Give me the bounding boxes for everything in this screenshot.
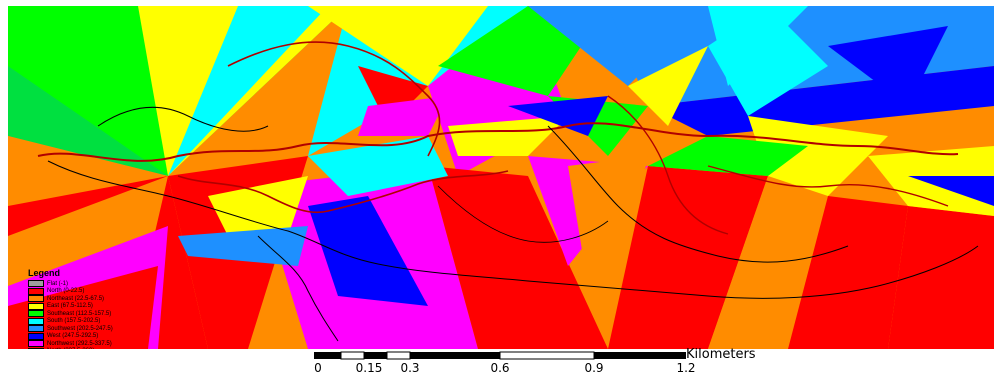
scale-tick-4: 0.9 [584,361,604,375]
legend-item: West (247.5-292.5) [28,332,168,341]
legend-label: Northeast (22.5-67.5) [47,295,105,302]
scale-tick-2: 0.3 [400,361,420,375]
legend-item: South (157.5-202.5) [28,317,168,326]
legend-swatch [28,332,44,340]
legend-swatch [28,295,44,303]
map-legend: Legend Flat (-1) North (0-22.5) Northeast … [28,268,168,349]
legend-title: Legend [28,268,61,278]
legend-swatch [28,302,44,310]
legend-swatch [28,310,44,318]
scale-unit-label: Kilometers [686,347,756,362]
legend-swatch [28,340,44,348]
legend-swatch [28,347,44,349]
legend-item: East (67.5-112.5) [28,302,168,311]
scale-bar: Kilometers 0 0.15 0.3 0.6 0.9 1.2 [314,347,756,378]
legend-item: Southwest (202.5-247.5) [28,325,168,333]
legend-label: East (67.5-112.5) [47,303,93,310]
legend-item: Southeast (112.5-157.5) [28,310,168,318]
scale-tick-0: 0 [314,361,322,375]
legend-swatch [28,280,44,288]
legend-label: Flat (-1) [47,280,68,287]
legend-label: South (157.5-202.5) [47,318,101,325]
legend-item: Flat (-1) [28,280,168,288]
legend-label: West (247.5-292.5) [47,333,99,340]
boundary-lines [37,41,979,342]
aspect-map [8,6,994,349]
legend-swatch [28,287,44,295]
scale-tick-1: 0.15 [355,361,383,375]
legend-label: North (0-22.5) [47,288,85,295]
scale-tick-5: 1.2 [676,361,696,375]
legend-rows: Flat (-1) North (0-22.5) Northeast (22.5-6… [28,280,168,349]
legend-label: Southwest (202.5-247.5) [47,325,113,332]
legend-swatch [28,317,44,325]
legend-item: Northeast (22.5-67.5) [28,295,168,303]
aspect-wedges [8,6,994,349]
legend-swatch [28,325,44,333]
legend-label: Southeast (112.5-157.5) [47,310,112,317]
legend-item: North (0-22.5) [28,287,168,296]
legend-label: Northwest (292.5-337.5) [47,340,112,347]
scale-bar-graphic [314,351,686,360]
legend-item: North (337.5-360) [28,347,168,349]
legend-label: North (337.5-360) [47,348,94,349]
legend-item: Northwest (292.5-337.5) [28,340,168,348]
map-frame: Legend Flat (-1) North (0-22.5) Northeast … [8,6,994,349]
scale-tick-3: 0.6 [490,361,510,375]
